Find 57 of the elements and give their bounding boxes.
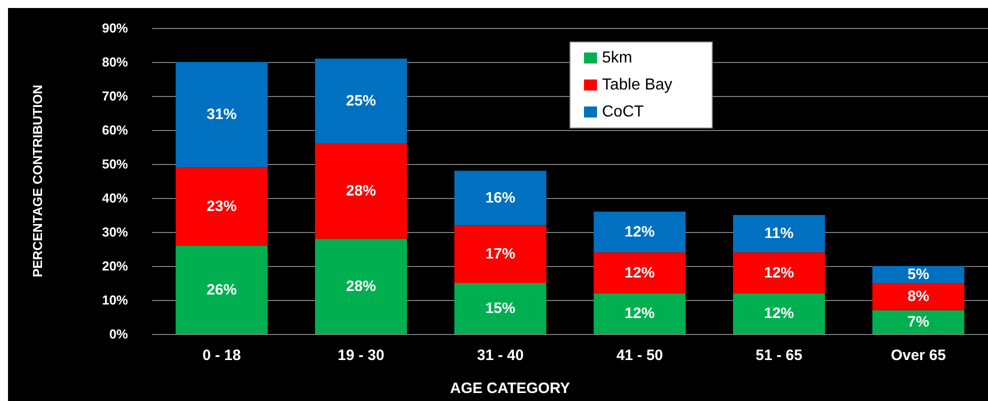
bar [315,58,407,144]
data-label: 16% [485,190,516,206]
x-axis-title: AGE CATEGORY [450,380,570,397]
bar [315,144,407,239]
bar [594,252,686,294]
bar [315,238,407,334]
legend-label: CoCT [602,104,644,120]
data-label: 12% [624,264,655,282]
data-label: 31% [206,106,237,124]
bar [872,283,964,310]
x-tick-label: 41 - 50 [616,347,664,364]
data-label: 28% [346,182,376,200]
data-label: 12% [764,264,794,282]
bar [594,212,686,252]
bar [176,62,268,168]
bar [733,215,825,252]
y-tick-label: 80% [102,54,128,70]
data-label: 12% [764,305,794,322]
data-label: 12% [624,224,655,240]
x-tick-label: 31 - 40 [476,347,524,364]
data-label: 5% [907,266,930,283]
bar [872,310,964,334]
data-label: 26% [206,281,237,298]
bar [176,167,268,246]
legend-label: 5km [602,50,632,66]
y-tick-label: 70% [102,88,128,104]
y-tick-label: 50% [102,156,128,172]
bar [594,293,686,334]
x-tick-label: Over 65 [890,347,946,364]
bar [733,293,825,334]
data-label: 8% [907,288,930,306]
bar [454,283,546,334]
data-label: 17% [485,246,516,263]
y-tick-label: 60% [102,122,128,138]
y-tick-label: 20% [102,258,128,274]
bar [872,266,964,283]
data-label: 15% [485,300,516,317]
data-label: 28% [346,278,376,295]
data-label: 25% [346,92,376,110]
x-tick-label: 51 - 65 [756,347,802,364]
bar [454,170,546,226]
bar [176,246,268,334]
y-tick-label: 10% [102,292,128,308]
legend-label: Table Bay [602,76,672,94]
data-label: 7% [907,314,930,331]
x-tick-label: 19 - 30 [338,347,384,364]
bar [454,225,546,283]
data-label: 11% [764,225,794,242]
y-axis-title: PERCENTAGE CONTRIBUTION [30,84,45,278]
bar [733,252,825,294]
data-label: 23% [206,198,237,215]
y-tick-label: 0% [109,326,128,342]
y-tick-label: 40% [102,190,128,206]
x-tick-label: 0 - 18 [202,347,241,364]
y-tick-label: 90% [102,20,128,36]
y-tick-label: 30% [102,224,128,240]
data-label: 12% [624,305,655,322]
